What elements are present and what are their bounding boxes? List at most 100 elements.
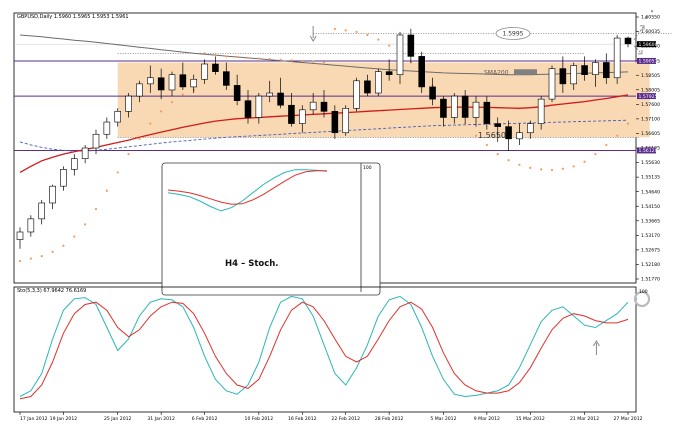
psar-dot <box>312 60 315 63</box>
x-tick-label: 15 Mar 2012 <box>516 416 545 422</box>
x-tick-label: 22 Feb 2012 <box>331 416 360 422</box>
psar-dot <box>62 244 65 247</box>
candle <box>223 62 230 90</box>
price-badge-label: 1.57925 <box>639 94 658 100</box>
price-axis: 1.605501.600351.596001.590051.585051.580… <box>636 15 660 283</box>
psar-marker <box>650 9 654 13</box>
psar-dot <box>138 137 141 140</box>
candle-body <box>38 202 46 220</box>
psar-dot <box>40 255 43 258</box>
candle-body <box>103 121 111 135</box>
psar-dot <box>29 257 32 260</box>
psar-dot <box>529 166 532 169</box>
stochastic-panel: Sto(5,3,3) 67.9642 76.6169 100 <box>13 286 651 413</box>
candle-body <box>418 56 426 88</box>
candle-body <box>374 71 382 94</box>
y-tick-label: 1.58005 <box>641 87 660 93</box>
psar-dot <box>94 207 98 211</box>
psar-dot <box>149 122 152 125</box>
candle-body <box>548 68 556 100</box>
y-tick-label: 1.54150 <box>641 204 660 210</box>
psar-dot <box>127 153 130 156</box>
candle-body <box>472 101 480 118</box>
y-tick-label: 1.60550 <box>641 15 660 21</box>
candle <box>331 105 339 139</box>
candle <box>559 56 567 94</box>
candle <box>16 227 24 249</box>
horizontal-levels-layer <box>14 33 672 151</box>
y-tick-label: 1.60035 <box>641 29 660 35</box>
inset-d-line <box>167 170 327 205</box>
candle <box>440 96 447 127</box>
price-badge <box>637 57 656 64</box>
candle <box>298 105 306 133</box>
psar-dot <box>626 122 630 125</box>
candle <box>60 166 67 191</box>
candle-body <box>147 77 154 85</box>
candle <box>288 93 295 127</box>
psar-dot <box>181 93 184 96</box>
candle-body <box>288 104 295 124</box>
candle <box>71 154 78 176</box>
highlight-circle <box>633 290 651 308</box>
candle <box>266 80 274 103</box>
candle <box>613 34 621 84</box>
candle <box>526 120 534 139</box>
candle <box>244 89 252 124</box>
psar-dot <box>561 167 564 170</box>
forecast-up-arrow-head <box>640 25 645 30</box>
candle <box>374 68 382 97</box>
y-tick-label: 1.54640 <box>641 189 660 195</box>
candle <box>168 71 176 97</box>
candle <box>49 184 56 210</box>
candle-body <box>570 65 578 85</box>
candle <box>114 108 121 127</box>
x-tick-label: 25 Jan 2012 <box>104 416 132 422</box>
candle-body <box>353 80 360 109</box>
stoch-k-line <box>19 295 629 398</box>
psar-dot <box>496 153 499 156</box>
x-tick-label: 9 Mar 2012 <box>474 416 500 422</box>
candle-body <box>16 231 24 240</box>
candle <box>201 59 208 84</box>
price-badge <box>637 147 656 154</box>
annotations-layer: 1.5995 SMA200 1.5650 <box>309 9 654 140</box>
candle-body <box>223 71 230 86</box>
candle <box>81 144 89 164</box>
candle-body <box>364 80 371 94</box>
y-tick-label: 1.53665 <box>641 218 660 224</box>
candle-body <box>212 63 219 72</box>
candle-body <box>136 83 143 97</box>
candle-body <box>49 185 56 204</box>
candle-body <box>483 101 491 124</box>
psar-dot <box>160 110 163 113</box>
date-axis: 17 Jan 2012 19 Jan 2012 25 Jan 2012 31 Jan … <box>19 412 643 422</box>
candle-body <box>613 37 621 79</box>
candle-body <box>331 111 339 134</box>
inset-k-line <box>167 169 328 212</box>
candle <box>277 77 284 109</box>
psar-dot <box>474 134 478 137</box>
candle-body <box>537 98 545 124</box>
candle-body <box>461 95 469 118</box>
psar-dot <box>507 159 510 162</box>
psar-dot <box>279 58 282 61</box>
x-tick-label: 28 Feb 2012 <box>375 416 404 422</box>
candle-body <box>602 62 610 79</box>
candle <box>92 129 100 155</box>
candle <box>103 117 111 139</box>
psar-dot <box>246 56 250 59</box>
candle-body <box>396 34 404 75</box>
psar-dot <box>170 101 174 104</box>
candle <box>592 59 599 87</box>
candle <box>461 89 469 124</box>
psar-dot <box>322 61 326 64</box>
candle <box>157 68 165 100</box>
candle <box>624 36 632 48</box>
psar-dot <box>485 143 488 147</box>
x-tick-label: 10 Feb 2012 <box>245 416 274 422</box>
inset-stoch-lines <box>167 169 328 212</box>
level-label-1-5995: 1.5995 <box>503 30 524 37</box>
inset-title: H4 – Stoch. <box>225 259 279 269</box>
candle <box>548 65 556 103</box>
